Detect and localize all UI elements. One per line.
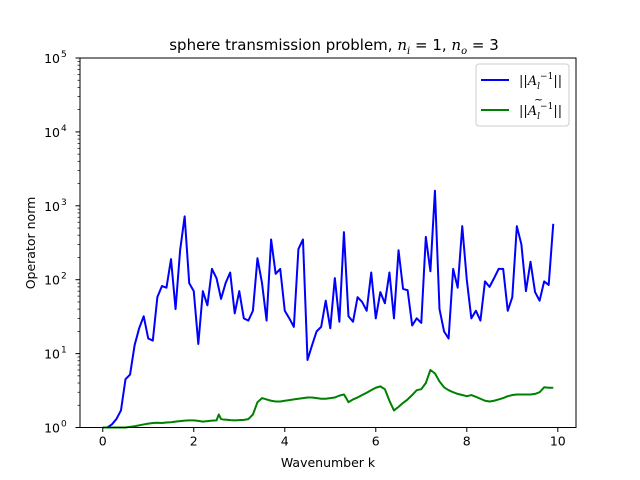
x-tick-label: 4 <box>281 434 289 449</box>
x-axis-label: Wavenumber k <box>281 455 376 470</box>
y-tick-label: 10 <box>44 273 60 288</box>
series-line-1 <box>102 189 555 429</box>
series-layer <box>102 189 555 429</box>
x-tick-label: 6 <box>372 434 380 449</box>
chart-title: sphere transmission problem, ni = 1, no … <box>169 36 499 57</box>
x-tick-label: 0 <box>99 434 107 449</box>
legend-label-series-1: ||Al−1|| <box>519 72 562 92</box>
y-tick-label: 10 <box>44 125 60 140</box>
y-tick-label-exponent: 3 <box>61 198 67 208</box>
plot-frame <box>79 57 577 428</box>
series-line-2 <box>102 368 554 429</box>
x-tick-label: 8 <box>463 434 471 449</box>
x-tick-label: 10 <box>550 434 566 449</box>
plot-area <box>79 57 577 429</box>
y-tick-label-exponent: 1 <box>61 346 67 356</box>
legend: ||Al−1|| ||Al−1|| ~ <box>475 63 570 127</box>
legend-label-series-2: ||Al−1|| <box>519 102 562 122</box>
y-tick-label: 10 <box>44 51 60 66</box>
x-axis-ticks: 0 2 4 6 8 10 <box>99 427 566 449</box>
y-axis-label: Operator norm <box>23 197 38 290</box>
y-tick-label-exponent: 2 <box>61 272 67 282</box>
y-tick-label-exponent: 0 <box>61 420 67 430</box>
legend-tilde-mark: ~ <box>534 93 543 106</box>
y-tick-label-exponent: 4 <box>61 124 67 134</box>
y-tick-label: 10 <box>44 421 60 436</box>
x-tick-label: 2 <box>190 434 198 449</box>
y-tick-label: 10 <box>44 199 60 214</box>
y-tick-label-exponent: 5 <box>61 50 67 60</box>
y-tick-label: 10 <box>44 347 60 362</box>
